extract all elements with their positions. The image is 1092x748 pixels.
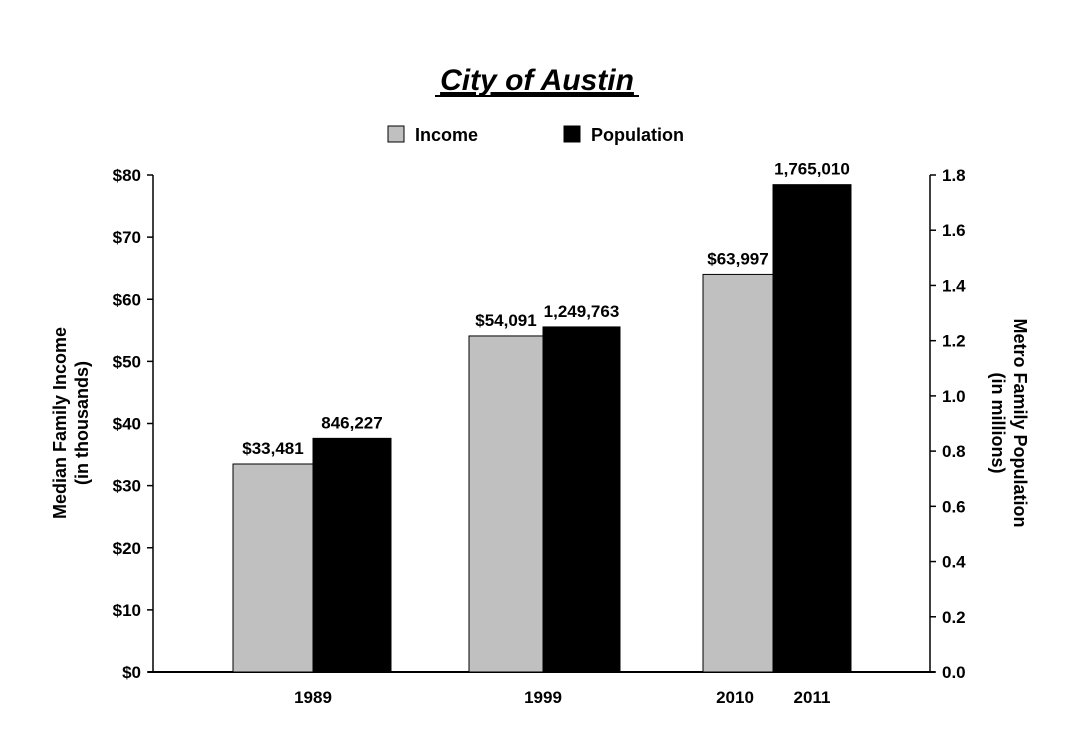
y-axis-left-title: Median Family Income (in thousands) — [50, 327, 92, 519]
bar-population-1989 — [312, 437, 392, 673]
data-label-income-1999: $54,091 — [475, 311, 536, 330]
legend-label-income: Income — [415, 125, 478, 145]
bar-labels-group: $33,481 846,227 $54,091 1,249,763 $63,997 1,7… — [242, 160, 850, 458]
chart-title: City of Austin — [440, 64, 634, 97]
y-axis-right-ticks: 0.0 0.2 0.4 0.6 0.8 1.0 1.2 1.4 1.6 1.8 — [930, 166, 966, 682]
data-label-income-1989: $33,481 — [242, 439, 303, 458]
y-left-tick-label: $70 — [113, 228, 141, 247]
y-right-tick-label: 0.4 — [942, 553, 966, 572]
y-left-tick-label: $50 — [113, 352, 141, 371]
bar-income-1989 — [232, 463, 314, 673]
y-left-label-line2: (in thousands) — [72, 361, 92, 485]
y-left-tick-label: $10 — [113, 601, 141, 620]
x-tick-label-1999: 1999 — [524, 688, 562, 707]
y-left-label-line1: Median Family Income — [50, 327, 70, 519]
data-label-population-1989: 846,227 — [321, 413, 382, 432]
y-right-tick-label: 0.0 — [942, 663, 966, 682]
bar-population-1999 — [542, 326, 621, 673]
y-right-tick-label: 1.2 — [942, 332, 966, 351]
y-left-tick-label: $20 — [113, 539, 141, 558]
bar-income-2010 — [702, 273, 774, 673]
legend-swatch-population — [563, 125, 581, 143]
y-left-tick-label: $80 — [113, 166, 141, 185]
y-axis-left-ticks: $0 $10 $20 $30 $40 $50 $60 $70 $80 — [113, 166, 153, 682]
data-label-income-2010: $63,997 — [707, 249, 768, 268]
x-tick-label-2011: 2011 — [794, 688, 831, 707]
y-right-tick-label: 0.8 — [942, 442, 966, 461]
y-left-tick-label: $60 — [113, 290, 141, 309]
data-label-population-1999: 1,249,763 — [544, 302, 620, 321]
y-right-label-line1: Metro Family Population — [1010, 318, 1030, 527]
bars-group — [232, 184, 852, 673]
y-right-tick-label: 1.0 — [942, 387, 966, 406]
y-left-tick-label: $0 — [122, 663, 141, 682]
y-right-tick-label: 1.8 — [942, 166, 966, 185]
y-left-tick-label: $40 — [113, 415, 141, 434]
data-label-population-2011: 1,765,010 — [774, 160, 850, 179]
x-tick-label-1989: 1989 — [294, 688, 332, 707]
y-right-tick-label: 1.4 — [942, 276, 966, 295]
bar-income-1999 — [468, 335, 544, 673]
bar-population-2011 — [772, 184, 852, 673]
y-right-label-line2: (in millions) — [988, 373, 1008, 474]
x-axis-labels: 1989 1999 2010 2011 — [294, 688, 830, 707]
y-left-tick-label: $30 — [113, 477, 141, 496]
x-tick-label-2010: 2010 — [716, 688, 754, 707]
y-right-tick-label: 0.2 — [942, 608, 966, 627]
y-right-tick-label: 1.6 — [942, 221, 966, 240]
y-axis-right-title: Metro Family Population (in millions) — [988, 318, 1030, 527]
y-right-tick-label: 0.6 — [942, 497, 966, 516]
legend-swatch-income — [387, 125, 405, 143]
legend-label-population: Population — [591, 125, 684, 145]
